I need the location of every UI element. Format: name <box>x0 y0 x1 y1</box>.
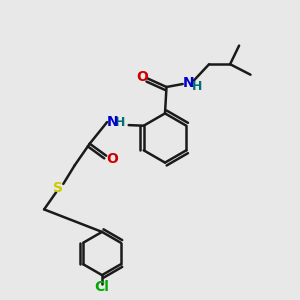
Text: O: O <box>136 70 148 84</box>
Text: N: N <box>182 76 194 90</box>
Text: S: S <box>53 181 64 195</box>
Text: N: N <box>106 115 118 129</box>
Text: O: O <box>106 152 118 166</box>
Text: H: H <box>115 116 125 129</box>
Text: Cl: Cl <box>94 280 110 294</box>
Text: H: H <box>192 80 202 93</box>
